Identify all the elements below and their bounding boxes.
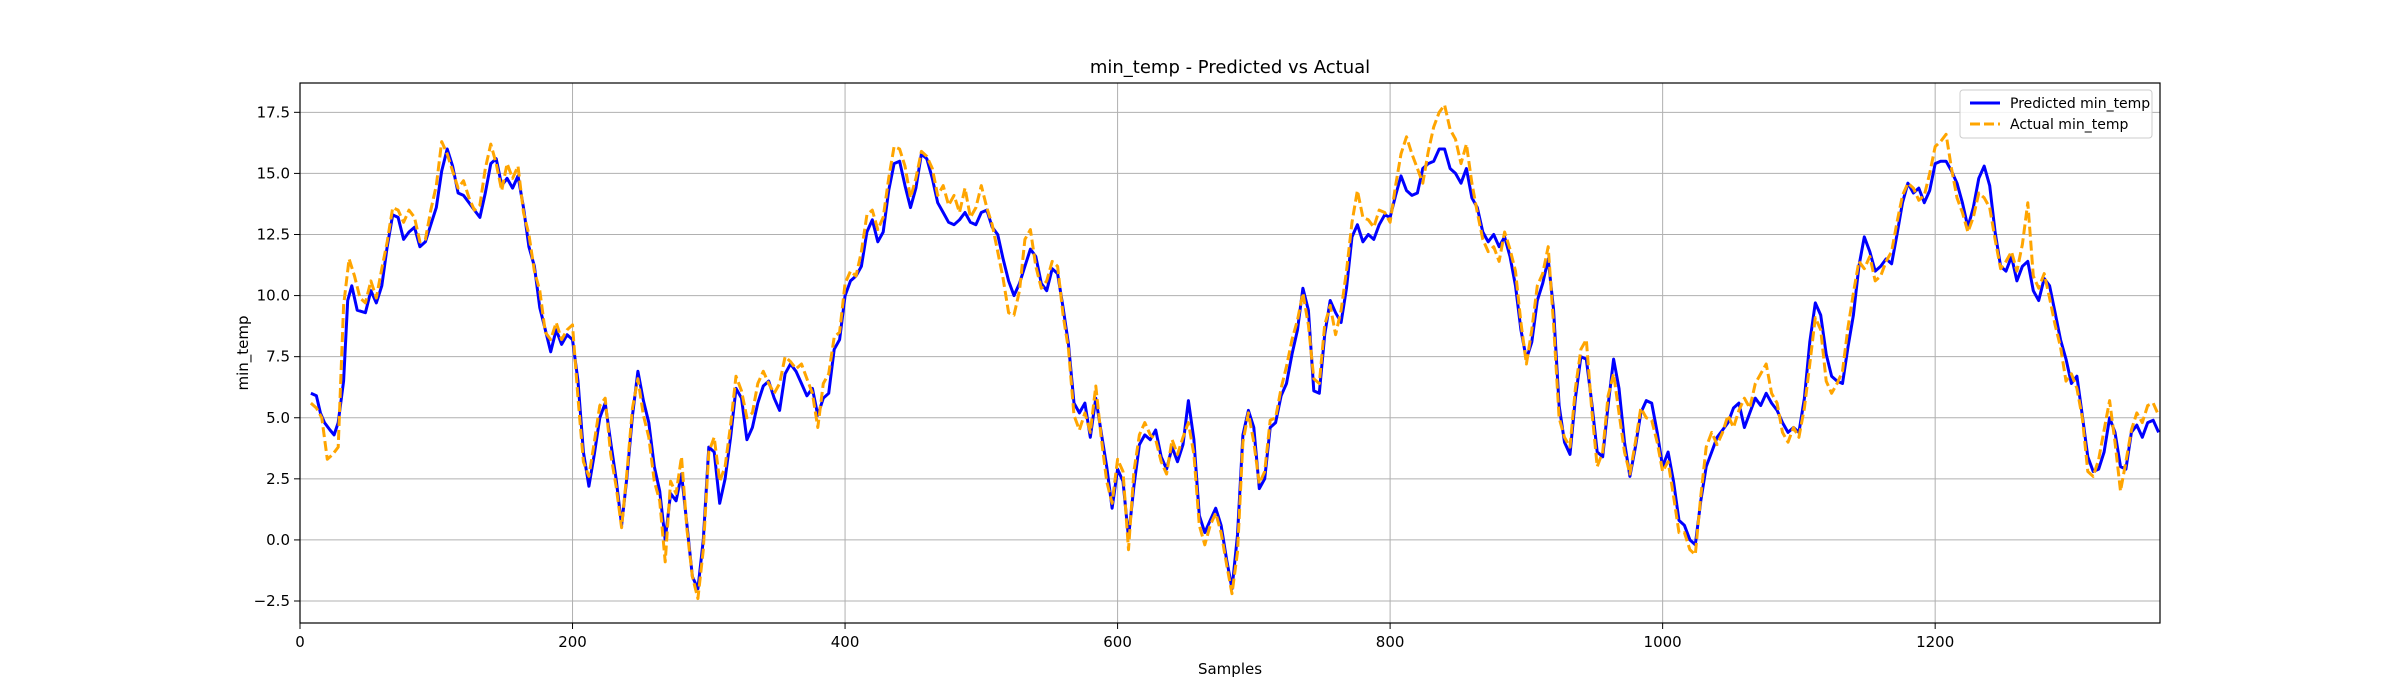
y-tick-label: −2.5 xyxy=(254,592,290,610)
x-tick-label: 600 xyxy=(1103,633,1132,651)
x-axis-ticks: 0 200 400 600 800 1000 1200 xyxy=(295,623,1954,651)
x-tick-label: 800 xyxy=(1376,633,1405,651)
x-tick-label: 1200 xyxy=(1916,633,1954,651)
x-axis-label: Samples xyxy=(1198,660,1262,678)
y-tick-label: 15.0 xyxy=(257,164,290,182)
y-axis-label: min_temp xyxy=(234,315,253,390)
chart-title: min_temp - Predicted vs Actual xyxy=(1090,57,1370,78)
x-tick-label: 400 xyxy=(831,633,860,651)
y-tick-label: 10.0 xyxy=(257,287,290,305)
y-tick-label: 17.5 xyxy=(257,103,290,121)
y-tick-label: 12.5 xyxy=(257,225,290,243)
y-tick-label: 5.0 xyxy=(266,409,290,427)
x-tick-label: 0 xyxy=(295,633,305,651)
series-line-actual xyxy=(309,103,2160,601)
legend-label-actual: Actual min_temp xyxy=(2010,117,2128,133)
plot-frame xyxy=(299,82,2161,624)
y-tick-label: 2.5 xyxy=(266,470,290,488)
legend-box xyxy=(1959,89,2153,139)
y-axis-ticks: −2.5 0.0 2.5 5.0 7.5 10.0 12.5 15.0 17.5 xyxy=(254,103,300,610)
y-tick-label: 0.0 xyxy=(266,531,290,549)
grid-lines xyxy=(299,83,2160,623)
series-layer xyxy=(309,103,2160,601)
x-tick-label: 1000 xyxy=(1644,633,1682,651)
legend: Predicted min_temp Actual min_temp xyxy=(1959,89,2153,139)
legend-label-predicted: Predicted min_temp xyxy=(2010,96,2150,112)
x-tick-label: 200 xyxy=(558,633,587,651)
y-tick-label: 7.5 xyxy=(266,348,290,366)
